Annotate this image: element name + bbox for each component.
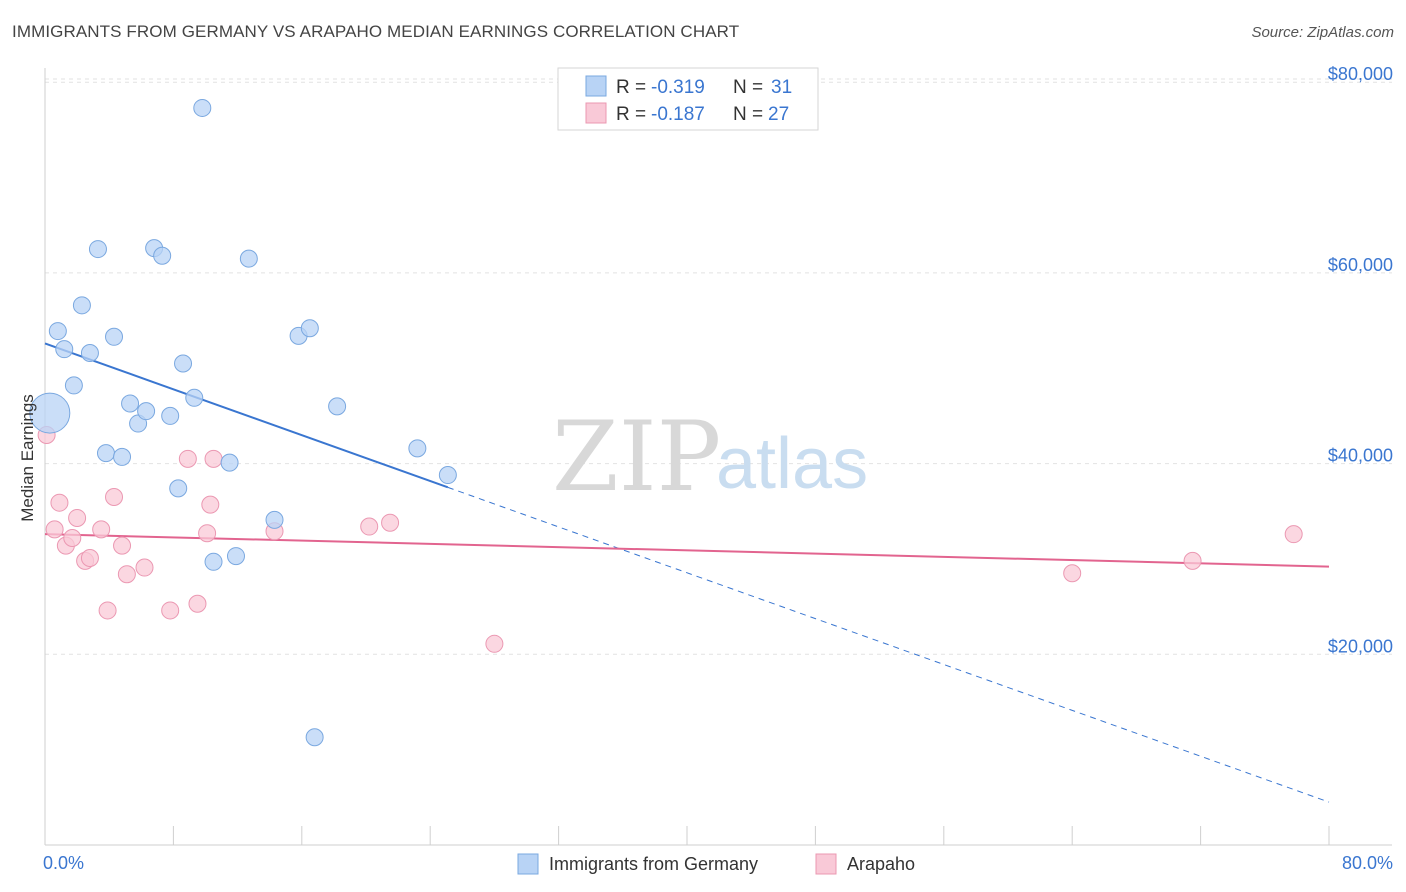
point-arapaho [63,528,82,547]
point-arapaho [1284,525,1303,544]
point-germany [121,394,140,413]
point-germany [204,552,223,571]
point-germany [55,340,74,359]
bottom-legend-label-2: Arapaho [847,854,915,874]
point-arapaho [485,634,504,653]
y-tick-label: $40,000 [1328,446,1393,466]
point-germany [88,240,107,259]
legend-r-label-1: R = [616,77,646,98]
bottom-legend-swatch-pink [815,853,837,875]
stats-legend: R = -0.319 N = 31 R = -0.187 N = 27 [557,67,819,131]
point-germany [64,376,83,395]
legend-n-value-2: 27 [768,104,789,125]
point-germany [438,466,457,485]
point-germany [239,249,258,268]
point-arapaho [68,508,87,527]
y-axis-label: Median Earnings [18,394,37,522]
bottom-legend-label-1: Immigrants from Germany [549,854,758,874]
point-germany [328,397,347,416]
point-germany [265,510,284,529]
point-germany [226,547,245,566]
point-arapaho [1063,564,1082,583]
point-arapaho [135,558,154,577]
y-tick-label: $80,000 [1328,64,1393,84]
point-germany [185,388,204,407]
legend-n-label-1: N = [733,77,763,98]
point-arapaho [201,495,220,514]
point-arapaho [381,513,400,532]
y-tick-label: $60,000 [1328,255,1393,275]
watermark: ZIP atlas [552,401,868,513]
legend-n-label-2: N = [733,104,763,125]
series-legend: Immigrants from Germany Arapaho [517,853,915,875]
point-arapaho [98,601,117,620]
point-germany [305,728,324,747]
tick-labels: $20,000 $40,000 $60,000 $80,000 0.0% 80.0% [43,64,1393,873]
point-germany [193,98,212,117]
point-arapaho [92,520,111,539]
point-germany [72,296,91,315]
point-arapaho [161,601,180,620]
point-arapaho [113,536,132,555]
point-germany [96,444,115,463]
point-arapaho [117,565,136,584]
watermark-zip: ZIP [552,401,721,513]
point-arapaho [1183,551,1202,570]
point-germany [153,246,172,265]
trendline-arapaho [44,533,1330,568]
point-germany [408,439,427,458]
point-arapaho [204,449,223,468]
point-arapaho [178,449,197,468]
point-germany [161,406,180,425]
watermark-atlas: atlas [716,424,868,504]
point-germany [137,402,156,421]
legend-r-value-1: -0.319 [651,77,705,98]
point-arapaho [50,493,69,512]
point-germany [113,447,132,466]
legend-r-label-2: R = [616,104,646,125]
point-germany [48,322,67,341]
axes [44,68,1392,846]
legend-r-value-2: -0.187 [651,104,705,125]
point-arapaho [198,524,217,543]
point-arapaho [360,517,379,536]
source-label: Source: ZipAtlas.com [1251,24,1394,41]
trendline-germany-dashed [447,486,1330,803]
legend-swatch-blue [585,75,607,97]
trendlines [44,342,1330,803]
point-arapaho [188,594,207,613]
point-germany [80,343,99,362]
chart-title: IMMIGRANTS FROM GERMANY VS ARAPAHO MEDIA… [12,22,740,41]
point-germany [220,453,239,472]
data-points [29,98,1303,747]
legend-n-value-1: 31 [771,77,792,98]
bottom-legend-swatch-blue [517,853,539,875]
trendline-germany-solid [44,342,449,489]
point-arapaho [80,548,99,567]
y-tick-label: $20,000 [1328,636,1393,656]
point-germany [105,327,124,346]
point-germany [300,319,319,338]
legend-swatch-pink [585,102,607,124]
x-tick-label-max: 80.0% [1342,853,1393,873]
point-germany [29,392,71,434]
point-arapaho [105,487,124,506]
point-arapaho [45,520,64,539]
x-tick-label-min: 0.0% [43,853,84,873]
point-germany [174,354,193,373]
point-germany [169,479,188,498]
